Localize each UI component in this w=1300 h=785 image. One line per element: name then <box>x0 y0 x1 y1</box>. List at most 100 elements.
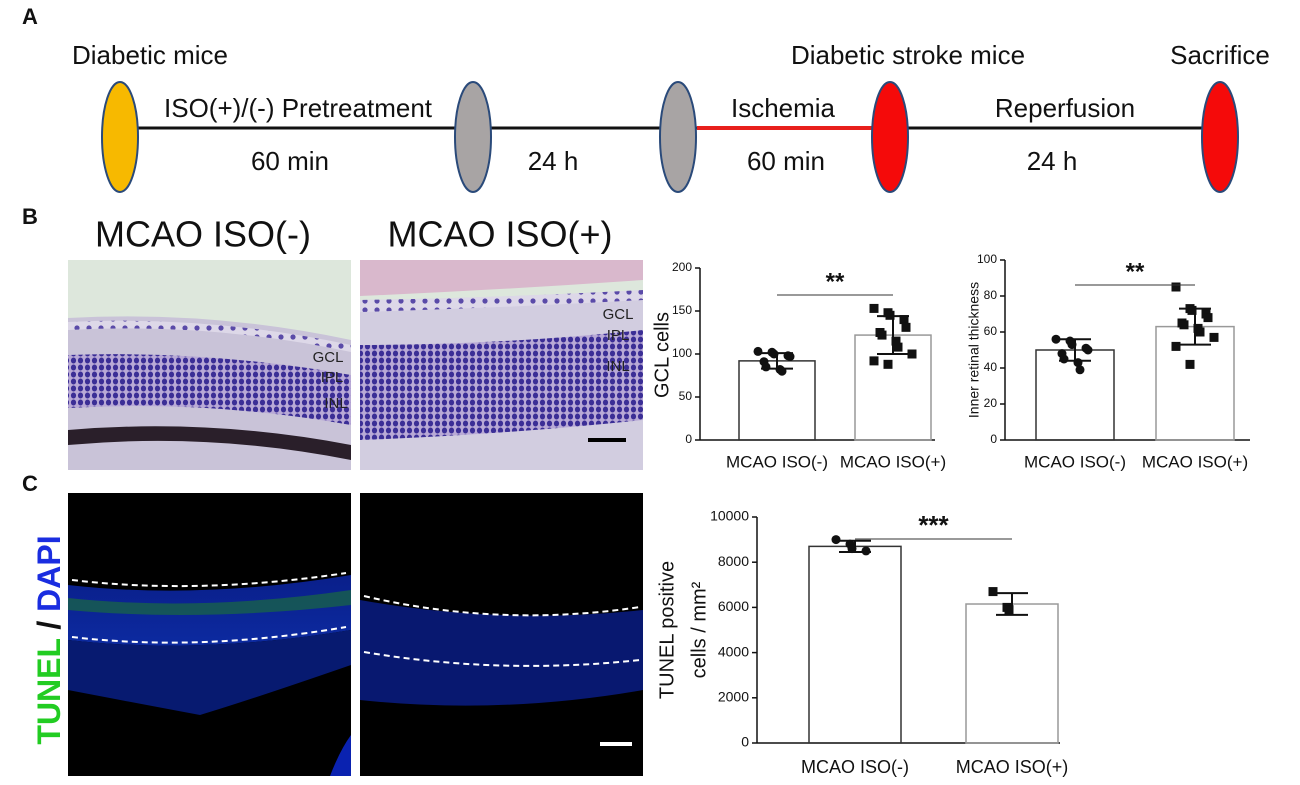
y-tick-label: 10000 <box>710 508 749 524</box>
data-point <box>1067 340 1077 350</box>
timepoint <box>871 81 909 193</box>
y-tick-label: 200 <box>672 260 692 274</box>
data-point <box>1171 341 1181 351</box>
y-tick-label: 40 <box>984 360 998 374</box>
y-tick-label: 50 <box>679 389 693 403</box>
y-axis-label: TUNEL positive <box>656 561 678 699</box>
data-point <box>769 349 779 359</box>
histology-image <box>360 260 643 470</box>
data-point <box>988 587 998 597</box>
timeline-label: Sacrifice <box>1170 40 1270 70</box>
data-point <box>1187 305 1197 315</box>
y-tick-label: 100 <box>672 346 692 360</box>
y-tick-label: 60 <box>984 324 998 338</box>
stain-separator: / <box>31 612 67 639</box>
data-point <box>885 310 895 320</box>
image-title: MCAO ISO(+) <box>387 214 612 255</box>
data-point <box>1171 282 1181 292</box>
data-point <box>869 303 879 313</box>
x-tick-label: MCAO ISO(-) <box>801 757 909 777</box>
significance: *** <box>918 510 949 540</box>
y-tick-label: 8000 <box>718 553 749 569</box>
data-point <box>1083 345 1093 355</box>
timeline-label: 24 h <box>528 146 579 176</box>
data-point <box>1073 358 1083 368</box>
data-point <box>761 362 771 372</box>
timeline-label: 24 h <box>1027 146 1078 176</box>
y-tick-label: 6000 <box>718 598 749 614</box>
x-tick-label: MCAO ISO(-) <box>1024 452 1126 471</box>
data-point <box>785 352 795 362</box>
data-point <box>1051 334 1061 344</box>
y-tick-label: 20 <box>984 396 998 410</box>
y-axis-label: Inner retinal thickness <box>966 282 982 418</box>
y-tick-label: 150 <box>672 303 692 317</box>
layer-label: IPL <box>321 369 344 386</box>
x-tick-label: MCAO ISO(+) <box>956 757 1069 777</box>
y-tick-label: 0 <box>990 432 997 446</box>
timepoint <box>1201 81 1239 193</box>
timepoint <box>454 81 492 193</box>
data-point <box>899 315 909 325</box>
data-point <box>907 349 917 359</box>
timepoint <box>659 81 697 193</box>
panel-label: C <box>22 471 38 496</box>
data-point <box>847 544 857 554</box>
y-tick-label: 100 <box>977 252 997 266</box>
bar <box>808 545 902 744</box>
data-point <box>861 546 871 556</box>
timeline-label: 60 min <box>251 146 329 176</box>
data-point <box>1059 354 1069 364</box>
panel-label: B <box>22 204 38 229</box>
data-point <box>1209 332 1219 342</box>
stain-label: TUNEL / DAPI <box>31 535 67 744</box>
y-tick-label: 80 <box>984 288 998 302</box>
data-point <box>869 356 879 366</box>
stain-dapi: DAPI <box>31 535 67 611</box>
data-point <box>877 330 887 340</box>
significance: ** <box>1126 258 1145 285</box>
fluorescence-image <box>68 493 351 776</box>
timeline-label: Diabetic mice <box>72 40 228 70</box>
data-point <box>777 366 787 376</box>
timeline-label: 60 min <box>747 146 825 176</box>
y-tick-label: 2000 <box>718 689 749 705</box>
timeline-label: Ischemia <box>731 93 836 123</box>
fluorescence-image <box>360 493 643 776</box>
layer-label: INL <box>606 358 629 375</box>
significance: ** <box>826 268 845 295</box>
data-point <box>1004 605 1014 615</box>
x-tick-label: MCAO ISO(-) <box>726 452 828 471</box>
layer-label: GCL <box>313 349 344 366</box>
data-point <box>1195 327 1205 337</box>
data-point <box>901 322 911 332</box>
data-point <box>1075 365 1085 375</box>
y-tick-label: 0 <box>741 734 749 750</box>
y-axis-label: cells / mm² <box>688 581 710 678</box>
x-tick-label: MCAO ISO(+) <box>840 452 946 471</box>
y-axis-label: GCL cells <box>651 312 673 398</box>
image-title: MCAO ISO(-) <box>95 214 311 255</box>
y-tick-label: 4000 <box>718 643 749 659</box>
data-point <box>831 535 841 545</box>
data-point <box>1185 359 1195 369</box>
layer-label: INL <box>324 395 347 412</box>
data-point <box>1179 320 1189 330</box>
data-point <box>753 346 763 356</box>
timepoint <box>101 81 139 193</box>
timeline-label: ISO(+)/(-) Pretreatment <box>164 93 433 123</box>
histology-image <box>68 260 351 470</box>
data-point <box>891 336 901 346</box>
y-tick-label: 0 <box>685 432 692 446</box>
x-tick-label: MCAO ISO(+) <box>1142 452 1248 471</box>
timeline-label: Reperfusion <box>995 93 1135 123</box>
layer-label: IPL <box>607 327 630 344</box>
stain-tunel: TUNEL <box>31 638 67 744</box>
data-point <box>883 359 893 369</box>
timeline-label: Diabetic stroke mice <box>791 40 1025 70</box>
data-point <box>893 342 903 352</box>
panel-label: A <box>22 4 38 29</box>
data-point <box>1203 313 1213 323</box>
layer-label: GCL <box>603 306 634 323</box>
